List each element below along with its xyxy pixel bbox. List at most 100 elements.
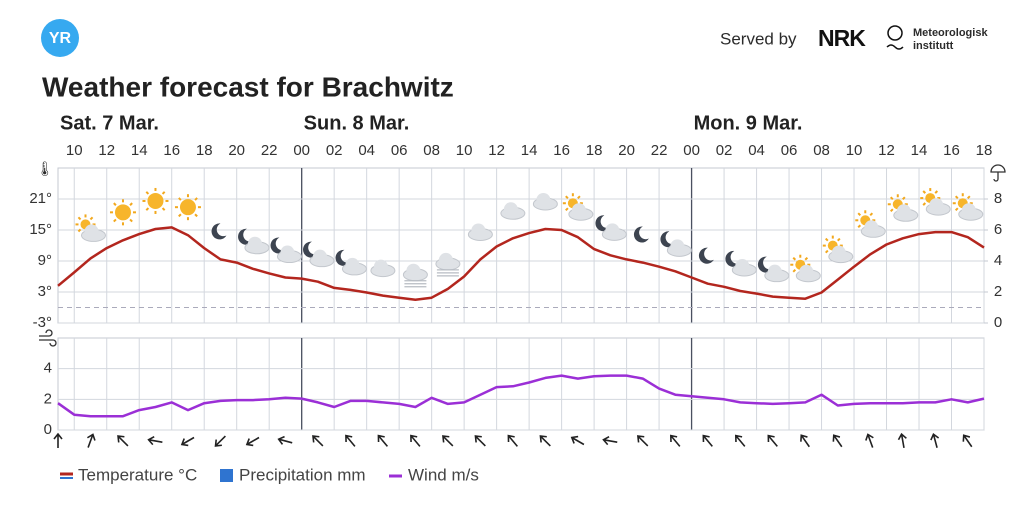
x-tick-label: 18 — [976, 142, 993, 159]
sun-ray — [804, 256, 809, 261]
cloud — [280, 245, 295, 260]
wind-arrow — [214, 435, 226, 447]
sun-ray — [161, 191, 166, 195]
cloud — [471, 223, 486, 238]
y-tick-label: 0 — [44, 421, 52, 438]
x-tick-label: 18 — [196, 142, 213, 159]
sun-ray — [825, 249, 829, 254]
weather-icon — [595, 215, 627, 241]
met-name: Meteorologisk — [913, 27, 988, 39]
weather-icon — [790, 254, 821, 283]
wind-arrow — [602, 436, 618, 446]
y2-tick-label: 2 — [994, 283, 1002, 300]
day-label: Sun. 8 Mar. — [304, 112, 410, 134]
weather-icon — [757, 256, 790, 283]
wind-arrow — [570, 435, 585, 446]
wind-arrow — [277, 435, 293, 445]
cloud — [571, 203, 586, 218]
legend-label: Wind m/s — [408, 465, 479, 484]
sun-ray — [565, 195, 569, 199]
sun-ray — [966, 195, 971, 199]
sun-ray — [934, 190, 939, 194]
sun-ray — [857, 224, 862, 229]
x-tick-label: 16 — [163, 142, 180, 159]
chart-title: Weather forecast for Brachwitz — [42, 71, 454, 102]
wind-arrow — [832, 434, 843, 448]
moon — [757, 256, 773, 273]
logo-badge — [41, 19, 79, 57]
x-tick-label: 06 — [391, 142, 408, 159]
sun-ray — [77, 228, 82, 233]
cloud — [373, 259, 388, 274]
weather-icon — [562, 193, 594, 221]
weather-icon — [500, 202, 526, 220]
sun-ray — [145, 207, 150, 211]
temp-panel — [57, 167, 985, 324]
weather-icon — [75, 214, 106, 242]
sun-ray — [902, 196, 906, 201]
cloud — [929, 198, 944, 213]
weather-icon — [142, 187, 169, 214]
wind-arrow — [865, 433, 874, 448]
x-tick-label: 10 — [456, 142, 473, 159]
sun-ray — [837, 237, 841, 242]
sun-ray — [954, 207, 959, 212]
weather-icon — [335, 249, 367, 276]
x-tick-label: 14 — [911, 142, 928, 159]
moon — [270, 237, 286, 254]
weather-icon — [725, 250, 757, 277]
wind-arrow — [180, 436, 195, 447]
wind-arrow — [734, 434, 746, 447]
wind-arrow — [442, 435, 454, 447]
y-tick-label: 9° — [38, 252, 52, 269]
met-icon — [887, 25, 903, 41]
wind-arrow — [312, 435, 324, 447]
cloud — [247, 236, 262, 251]
series-line — [57, 226, 985, 302]
x-tick-label: 22 — [261, 142, 278, 159]
sun-ray — [113, 218, 117, 223]
sun-ray — [89, 216, 94, 221]
wind-arrow — [670, 434, 681, 447]
wind-arrow — [474, 435, 486, 447]
weather-icon — [303, 241, 335, 268]
weather-icon — [174, 194, 201, 221]
thermometer-icon: 🌡 — [36, 161, 54, 177]
wind-arrow — [507, 434, 518, 447]
y-tick-label: 21° — [29, 190, 52, 207]
x-tick-label: 12 — [878, 142, 895, 159]
cloud — [503, 202, 518, 217]
x-tick-label: 20 — [228, 142, 245, 159]
sun — [147, 192, 164, 209]
weather-icon — [270, 237, 302, 264]
wind-arrow — [345, 434, 356, 447]
met-name: institutt — [913, 40, 954, 52]
cloud — [767, 264, 782, 279]
wind-icon — [39, 329, 57, 347]
series-line — [57, 374, 985, 418]
sun-ray — [889, 208, 894, 213]
x-tick-label: 08 — [423, 142, 440, 159]
cloud — [605, 223, 620, 238]
met-wave — [886, 44, 904, 50]
x-tick-label: 06 — [781, 142, 798, 159]
sun-ray — [577, 195, 581, 199]
legend-label: Temperature °C — [78, 465, 197, 484]
legend-swatch — [220, 469, 233, 482]
wind-arrow — [636, 435, 649, 447]
weather-icon — [952, 193, 984, 221]
day-label: Sat. 7 Mar. — [60, 112, 159, 134]
x-tick-label: 14 — [521, 142, 538, 159]
wind-arrow — [377, 434, 389, 447]
x-tick-label: 16 — [553, 142, 570, 159]
wind-arrow — [410, 434, 421, 447]
y-tick-label: 2 — [44, 390, 52, 407]
wind-arrow — [53, 432, 63, 448]
cloud — [536, 192, 551, 207]
x-tick-label: 14 — [131, 142, 148, 159]
wind-arrow — [930, 433, 940, 448]
sun-ray — [178, 213, 182, 218]
legend: Temperature °C Precipitation mm Wind m/s — [60, 465, 479, 484]
logo: YR — [49, 30, 72, 47]
weather-icon — [532, 192, 558, 211]
